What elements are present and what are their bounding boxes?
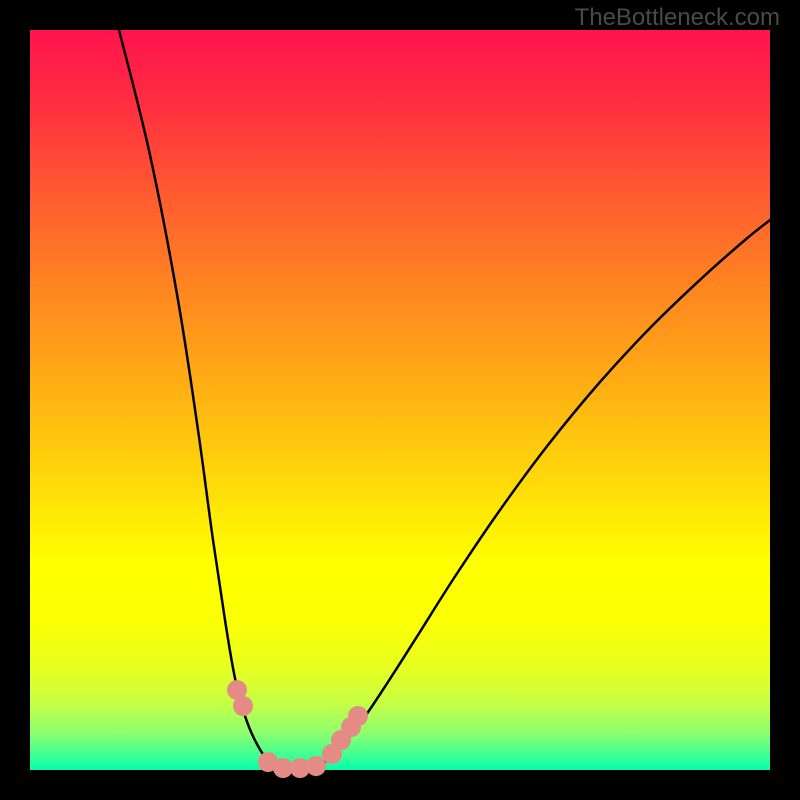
marker-point xyxy=(233,696,253,716)
watermark-label: TheBottleneck.com xyxy=(575,4,780,32)
curve-left xyxy=(119,30,283,769)
curve-right xyxy=(312,220,770,769)
chart-frame: TheBottleneck.com xyxy=(0,0,800,800)
chart-svg-layer xyxy=(0,0,800,800)
marker-point xyxy=(348,706,368,726)
marker-point xyxy=(306,756,326,776)
